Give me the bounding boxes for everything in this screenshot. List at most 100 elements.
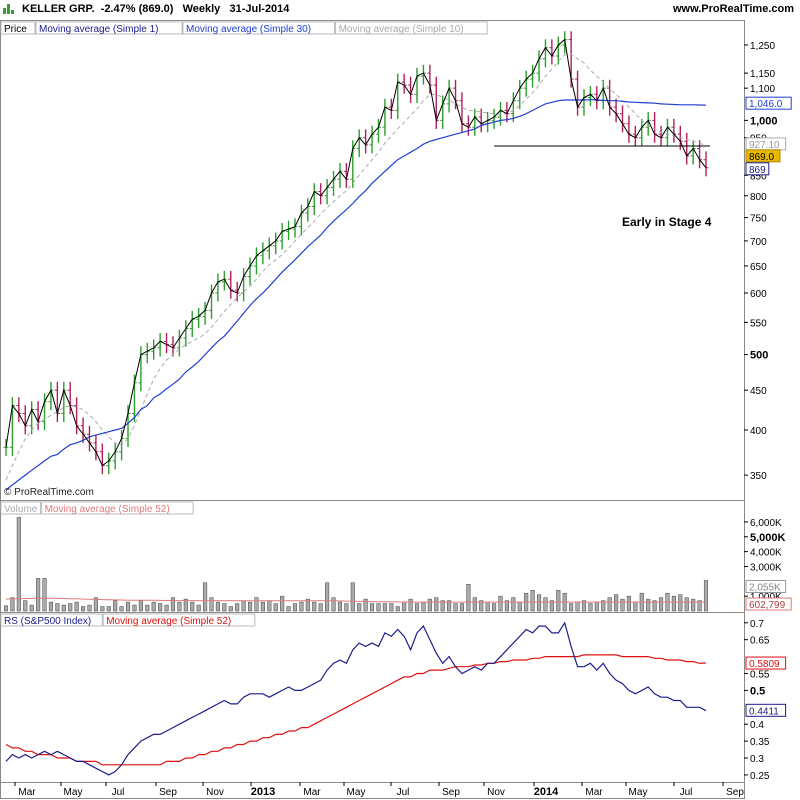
volume-bar [389,603,394,612]
ticker: KELLER GRP. [22,3,95,15]
volume-bar [228,606,233,612]
volume-bar [331,597,336,612]
x-tick-label: May [629,787,648,798]
x-tick-label: 2013 [251,786,275,798]
watermark: © ProRealTime.com [4,487,94,498]
x-tick-label: May [64,787,83,798]
volume-bar [395,606,400,612]
x-tick-label: Sep [726,787,744,798]
volume-bar [74,601,79,612]
volume-bar [408,598,413,612]
volume-bar [312,601,317,612]
rs-y-tick-label: 0.3 [750,754,764,765]
volume-bar [42,578,47,612]
volume-y-tick-label: 6,000K [750,518,782,529]
volume-bar [260,601,265,612]
rs-legend-box-1 [102,613,256,627]
price-y-tick-label: 750 [750,214,767,225]
price-y-tick-label: 550 [750,318,767,329]
rs-y-tick-label: 0.55 [750,669,770,680]
volume-y-tick-label: 5,000K [750,532,786,544]
price-legend-2: Moving average (Simple 30) [186,24,311,35]
volume-bar [556,589,561,612]
volume-bar [113,600,118,612]
volume-bar [530,589,535,612]
volume-bar [16,517,21,612]
volume-ma-line [5,597,707,603]
x-tick-label: Mar [303,787,321,798]
volume-bar [511,597,516,612]
volume-bar [492,603,497,612]
volume-bar [125,601,131,612]
x-tick-label: Jul [112,787,125,798]
volume-bar [222,603,227,612]
volume-bar [286,606,291,612]
volume-bar [658,597,664,612]
chart-date: 31-Jul-2014 [229,3,290,15]
price-legend-box-3 [335,21,488,35]
volume-bar [504,600,509,612]
volume-ma-tag: 602,799 [749,600,786,611]
volume-bar [132,604,137,612]
site-link[interactable]: www.ProRealTime.com [672,3,794,15]
volume-bar [170,597,176,612]
volume-bar [549,600,554,612]
price-y-tick-label: 450 [750,386,767,397]
bar-chart-icon [3,4,15,14]
volume-bar [215,601,220,612]
price-legend-box-0 [0,21,36,35]
volume-bar [158,603,163,612]
volume-legend-box-1 [41,501,194,515]
rs-y-tick-label: 0.4 [750,720,764,731]
volume-bar [55,603,60,612]
volume-bar [10,597,15,612]
volume-bar [247,601,253,612]
volume-bar [691,598,696,612]
volume-bar [48,601,54,612]
volume-bar [267,600,272,612]
rs-ma-tag: 0.5809 [749,659,780,670]
volume-tag: 2,055K [749,582,781,593]
volume-bar [684,597,689,612]
price-legend-1: Moving average (Simple 1) [39,24,159,35]
price-y-tick-label: 850 [750,171,767,182]
ma10-line [5,54,707,481]
x-tick-label: Sep [159,787,177,798]
x-tick-label: Nov [487,787,505,798]
stage-annotation: Early in Stage 4 [622,215,712,229]
volume-bar [466,584,471,612]
rs-y-tick-label: 0.5 [750,685,765,697]
volume-bar [569,603,574,612]
volume-bar [190,601,195,612]
price-y-tick-label: 1,150 [750,69,775,80]
price-tag: 869.0 [749,152,774,163]
volume-bar [292,603,298,612]
volume-bar [459,603,465,612]
volume-bar [100,606,105,612]
volume-bar [414,603,420,612]
price-legend-0: Price [4,24,27,35]
volume-bar [427,598,432,612]
volume-bar [543,597,548,612]
volume-bar [151,601,156,612]
x-tick-label: May [347,787,366,798]
volume-bar [145,604,150,612]
price-y-tick-label: 1,250 [750,41,775,52]
ma30-tag-box [745,96,792,110]
volume-bar [299,601,304,612]
x-tick-label: Sep [442,787,460,798]
x-tick-label: Mar [18,787,36,798]
volume-bar [607,597,612,612]
volume-bar [87,604,92,612]
volume-panel-frame [0,500,745,613]
volume-bar [164,604,169,612]
rs-y-tick-label: 0.25 [750,771,770,782]
volume-bar [479,600,484,612]
volume-bar [498,595,503,612]
price-y-tick-label: 800 [750,192,767,203]
x-tick-label: Nov [206,787,224,798]
rs-legend-1: Moving average (Simple 52) [106,616,231,627]
rs-y-tick-label: 0.7 [750,619,764,630]
volume-bar [106,606,111,612]
volume-bar [633,601,638,612]
